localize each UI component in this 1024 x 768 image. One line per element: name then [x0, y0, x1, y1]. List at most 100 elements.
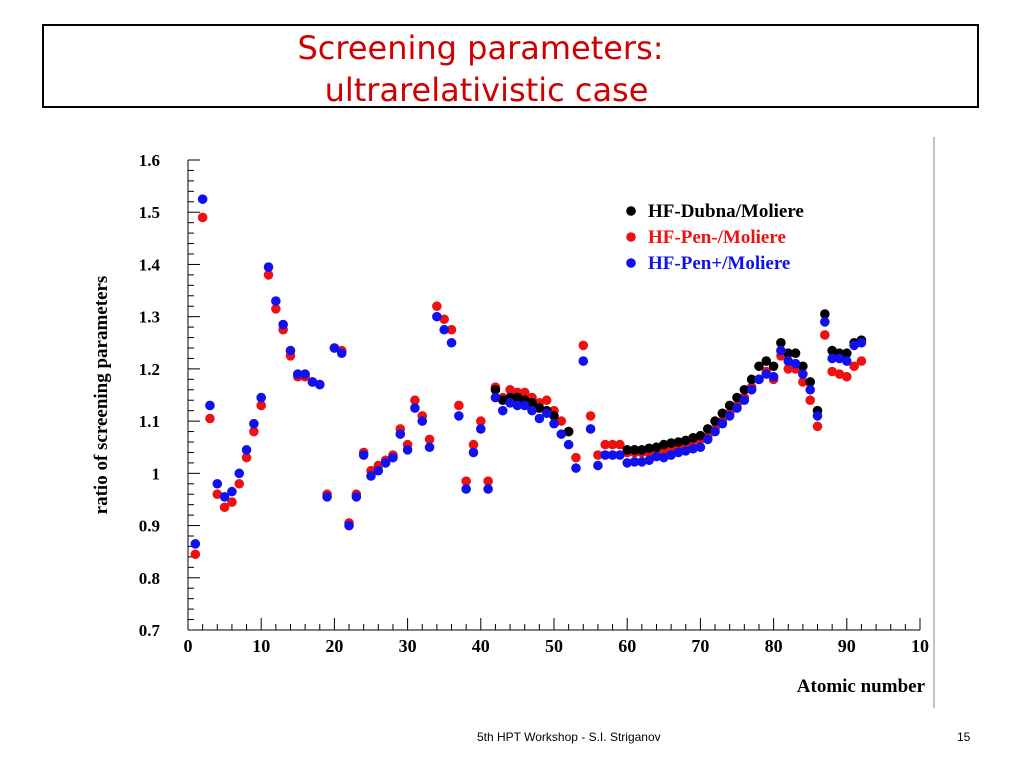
data-point	[527, 405, 537, 416]
y-tick-label: 1.2	[139, 360, 160, 379]
data-point	[783, 348, 794, 359]
data-point	[615, 439, 625, 450]
data-point	[783, 364, 794, 374]
data-point	[688, 443, 698, 454]
data-point	[710, 416, 720, 426]
data-point	[505, 398, 515, 408]
data-point	[388, 452, 398, 463]
data-point	[293, 369, 303, 379]
legend-label: HF-Pen-/Moliere	[648, 227, 786, 248]
data-point	[497, 405, 508, 416]
data-point	[585, 424, 596, 434]
data-point	[285, 345, 296, 356]
data-point	[827, 353, 837, 364]
data-point	[798, 369, 808, 379]
data-point	[820, 317, 830, 327]
data-point	[680, 446, 691, 456]
x-tick-label: 50	[545, 636, 563, 656]
x-tick-label: 10	[911, 636, 929, 656]
data-point	[446, 324, 457, 335]
data-point	[790, 348, 801, 359]
x-axis-label: Atomic number	[797, 676, 926, 697]
data-point	[461, 484, 471, 494]
data-point	[490, 392, 501, 403]
data-point	[490, 384, 501, 395]
data-point	[571, 463, 581, 473]
data-point	[410, 403, 420, 413]
data-point	[578, 356, 589, 366]
data-point	[556, 416, 567, 426]
data-point	[680, 435, 691, 446]
data-point	[651, 442, 662, 453]
data-point	[205, 400, 215, 411]
data-point	[768, 371, 779, 382]
data-point	[593, 450, 603, 460]
data-point	[344, 520, 354, 531]
data-point	[461, 476, 471, 486]
data-point	[702, 424, 713, 434]
data-point	[754, 361, 764, 372]
data-point	[805, 395, 815, 406]
data-point	[410, 395, 420, 406]
y-tick-label: 0.7	[139, 621, 161, 640]
data-point	[476, 424, 486, 434]
data-point	[695, 442, 706, 453]
data-point	[527, 398, 537, 408]
data-point	[256, 400, 266, 411]
data-point	[483, 476, 493, 486]
data-point	[571, 452, 581, 463]
data-point	[263, 270, 274, 280]
data-point	[842, 348, 852, 359]
data-point	[439, 324, 450, 335]
data-point	[776, 337, 786, 348]
footer-credit: 5th HPT Workshop - S.I. Striganov	[477, 730, 661, 744]
data-point	[812, 421, 823, 432]
data-point	[637, 445, 647, 455]
data-point	[534, 413, 545, 424]
data-point	[454, 411, 464, 421]
y-tick-label: 1.1	[139, 412, 160, 431]
data-point	[754, 374, 764, 385]
data-point	[790, 358, 801, 369]
data-point	[798, 361, 808, 372]
title-box: Screening parameters: ultrarelativistic …	[42, 24, 979, 108]
x-tick-label: 0	[184, 636, 193, 656]
data-point	[505, 384, 515, 395]
data-point	[483, 484, 493, 494]
y-tick-label: 1.5	[139, 203, 160, 222]
data-point	[834, 353, 845, 364]
data-point	[673, 437, 684, 447]
data-point	[241, 445, 252, 455]
data-point	[271, 296, 281, 306]
data-point	[227, 497, 237, 507]
data-point	[549, 411, 559, 421]
data-point	[805, 384, 815, 395]
data-point	[673, 447, 684, 458]
data-point	[578, 340, 589, 351]
data-point	[812, 411, 823, 421]
data-point	[629, 457, 640, 467]
data-point	[219, 492, 230, 502]
data-point	[314, 379, 325, 390]
data-point	[322, 492, 332, 502]
data-point	[761, 356, 772, 366]
data-point	[842, 371, 852, 382]
data-point	[197, 194, 208, 204]
data-point	[768, 361, 779, 372]
data-point	[278, 319, 288, 330]
data-point	[556, 429, 567, 439]
data-point	[644, 455, 654, 466]
data-point	[541, 408, 552, 419]
data-point	[307, 377, 318, 387]
data-point	[454, 400, 464, 411]
data-point	[629, 445, 640, 455]
data-point	[197, 212, 208, 223]
data-point	[358, 450, 369, 460]
x-tick-label: 70	[691, 636, 709, 656]
data-point	[849, 361, 859, 372]
data-point	[666, 450, 676, 460]
page-number: 15	[957, 730, 971, 744]
data-point	[468, 447, 479, 458]
data-point	[637, 457, 647, 467]
data-point	[300, 369, 310, 379]
